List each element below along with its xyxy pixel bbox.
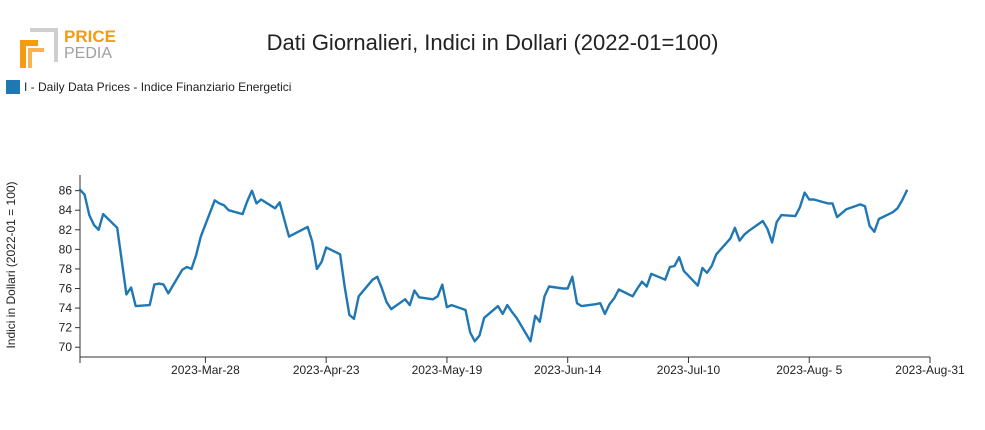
- legend[interactable]: I - Daily Data Prices - Indice Finanziar…: [6, 80, 291, 94]
- y-tick-label: 72: [59, 321, 73, 335]
- x-tick-label: 2023-Mar-28: [171, 363, 240, 377]
- x-tick-label: 2023-Aug-31: [895, 363, 965, 377]
- y-tick-label: 80: [59, 242, 73, 256]
- logo-text-price: PRICE: [64, 27, 116, 46]
- legend-label: I - Daily Data Prices - Indice Finanziar…: [24, 80, 292, 94]
- x-tick-label: 2023-Jul-10: [657, 363, 721, 377]
- y-tick-label: 82: [59, 223, 73, 237]
- y-tick-label: 86: [59, 184, 73, 198]
- series-line: [78, 188, 908, 343]
- axes: 70 72 74 76 78 80 82 84 86 2023-Mar-28 2023-Apr-23…: [59, 175, 965, 377]
- y-axis-label: Indici in Dollari (2022-01 = 100): [4, 181, 18, 348]
- logo-text-pedia: PEDIA: [64, 45, 112, 62]
- y-tick-label: 70: [59, 340, 73, 354]
- pricepedia-logo: PRICE PEDIA: [18, 24, 128, 70]
- x-tick-label: 2023-Apr-23: [293, 363, 360, 377]
- y-tick-label: 84: [59, 203, 73, 217]
- chart-title: Dati Giornalieri, Indici in Dollari (202…: [266, 30, 719, 55]
- y-tick-label: 78: [59, 262, 73, 276]
- plot-area: [78, 188, 908, 343]
- y-tick-label: 74: [59, 301, 73, 315]
- x-tick-label: 2023-Jun-14: [534, 363, 602, 377]
- legend-swatch: [6, 80, 20, 94]
- y-tick-label: 76: [59, 282, 73, 296]
- logo-mark-icon: PRICE PEDIA: [20, 27, 116, 68]
- x-tick-label: 2023-May-19: [412, 363, 483, 377]
- x-tick-label: 2023-Aug- 5: [776, 363, 842, 377]
